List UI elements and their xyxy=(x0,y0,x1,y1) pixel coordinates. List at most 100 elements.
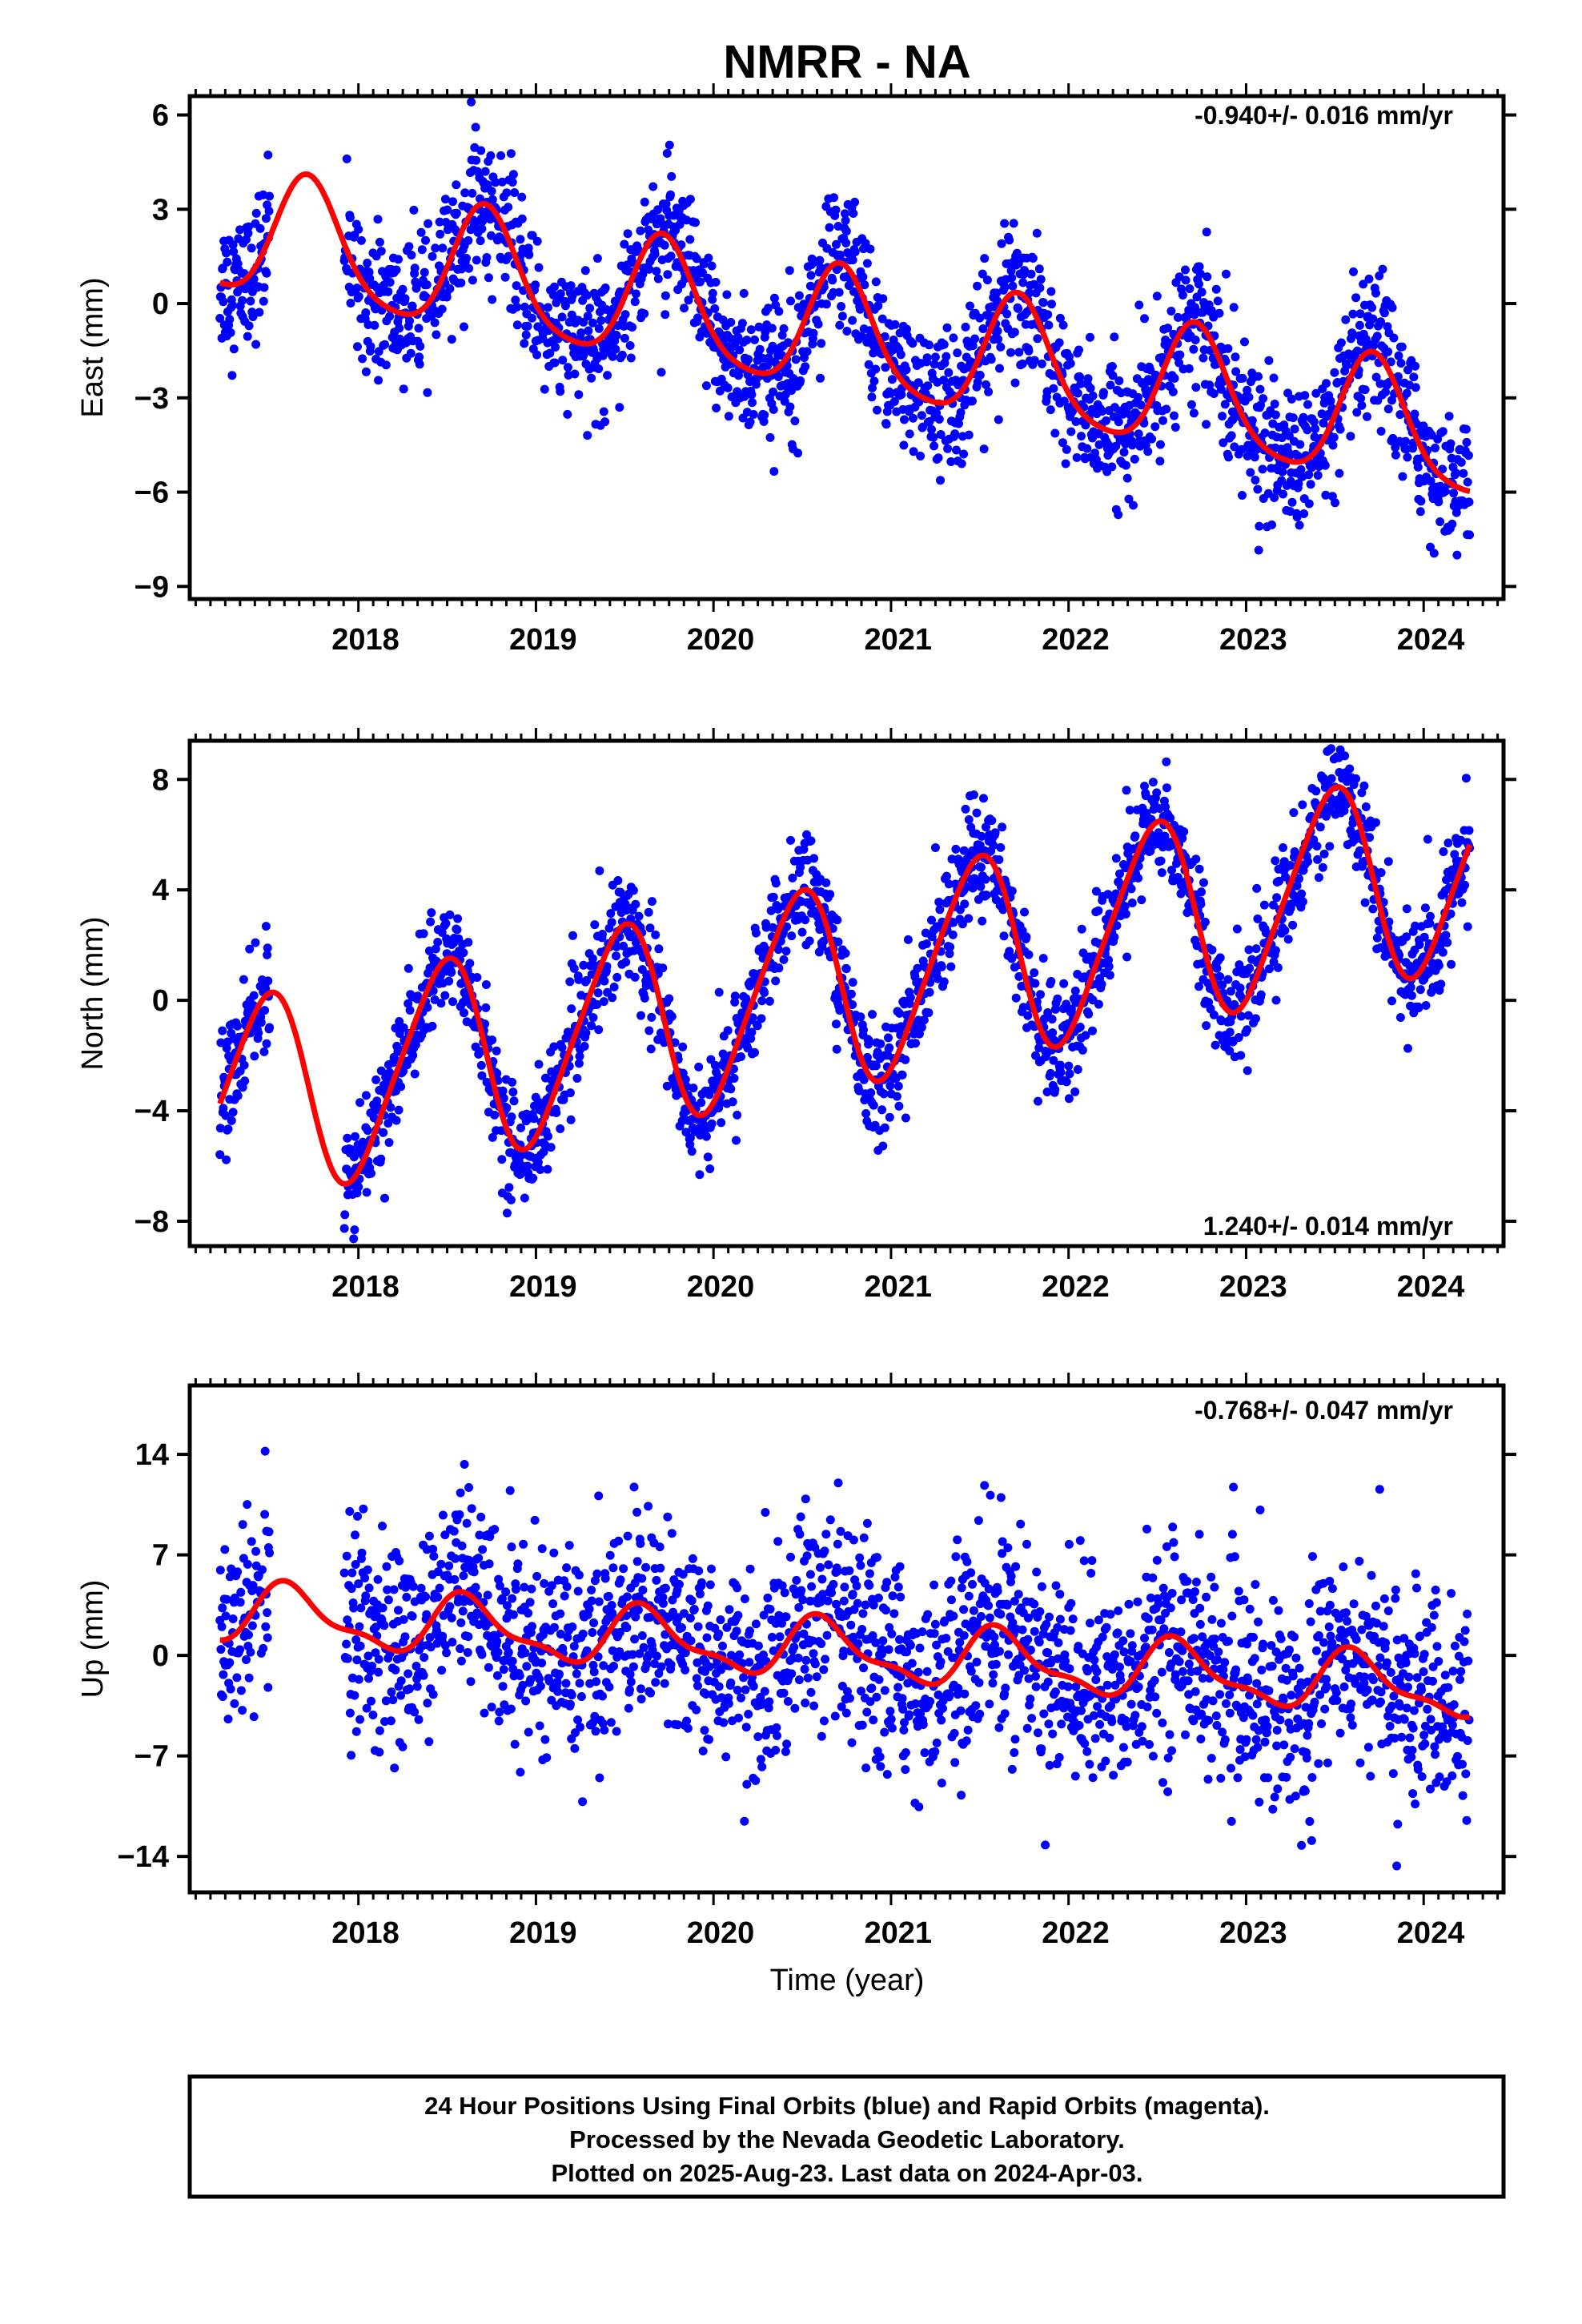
data-point xyxy=(949,333,958,343)
data-point xyxy=(1271,946,1280,955)
data-point xyxy=(1025,288,1034,298)
data-point xyxy=(395,324,404,333)
data-point xyxy=(1304,470,1314,480)
data-point xyxy=(502,1103,512,1112)
data-point xyxy=(416,341,425,351)
data-point xyxy=(1260,428,1270,438)
data-point xyxy=(1255,521,1264,531)
data-point xyxy=(371,1075,381,1084)
data-point xyxy=(859,1025,868,1035)
data-point xyxy=(939,340,949,349)
data-point xyxy=(999,931,1009,941)
data-point xyxy=(1434,497,1443,507)
data-point xyxy=(708,288,717,298)
data-point xyxy=(1309,417,1319,427)
data-point xyxy=(228,240,238,250)
data-point xyxy=(1256,990,1266,999)
data-point xyxy=(832,239,841,249)
data-point xyxy=(438,243,448,253)
data-point xyxy=(560,301,570,311)
data-point xyxy=(651,930,661,939)
data-point xyxy=(235,1598,245,1607)
data-point xyxy=(797,927,807,937)
data-point xyxy=(1355,309,1365,319)
data-point xyxy=(780,396,789,406)
data-point xyxy=(464,938,473,947)
data-point xyxy=(806,271,816,280)
data-point xyxy=(990,828,1000,838)
data-point xyxy=(1121,909,1130,919)
data-point xyxy=(767,324,777,333)
data-point xyxy=(456,1488,465,1498)
data-point xyxy=(1114,417,1123,427)
data-point xyxy=(490,1110,500,1120)
data-point xyxy=(354,1675,363,1684)
data-point xyxy=(816,373,825,383)
data-point xyxy=(228,1108,238,1117)
data-point xyxy=(1008,281,1018,291)
data-point xyxy=(243,1500,252,1510)
data-point xyxy=(435,1583,444,1593)
data-point xyxy=(222,1594,231,1604)
data-point xyxy=(968,396,977,406)
data-point xyxy=(1088,391,1098,400)
data-point xyxy=(244,321,254,331)
data-point xyxy=(1231,367,1241,376)
data-point xyxy=(979,794,988,803)
data-point xyxy=(640,309,649,319)
data-point xyxy=(565,1088,575,1098)
data-point xyxy=(264,207,274,216)
data-point xyxy=(379,1128,388,1137)
data-point xyxy=(1243,1011,1253,1020)
data-point xyxy=(240,1076,250,1086)
data-point xyxy=(625,932,635,942)
data-point xyxy=(1082,444,1092,453)
data-point xyxy=(805,936,814,946)
data-point xyxy=(351,1530,359,1540)
data-point xyxy=(498,1086,508,1096)
data-point xyxy=(594,324,604,333)
data-point xyxy=(598,930,607,939)
data-point xyxy=(984,387,994,396)
data-point xyxy=(215,1150,225,1160)
data-point xyxy=(934,897,944,907)
data-point xyxy=(623,229,632,239)
data-point xyxy=(981,875,990,884)
data-point xyxy=(946,943,955,951)
data-point xyxy=(1107,462,1117,472)
data-point xyxy=(880,1123,889,1132)
data-point xyxy=(1322,379,1331,388)
data-point xyxy=(592,254,602,263)
data-point xyxy=(1391,450,1400,460)
data-point xyxy=(1012,248,1022,258)
data-point xyxy=(828,275,837,285)
data-point xyxy=(404,242,414,251)
data-point xyxy=(1416,497,1426,506)
data-point xyxy=(749,410,758,419)
data-point xyxy=(588,1013,598,1023)
data-point xyxy=(263,943,272,953)
data-point xyxy=(435,217,444,227)
data-point xyxy=(476,146,486,155)
data-point xyxy=(1420,903,1430,913)
data-point xyxy=(379,1621,389,1630)
data-point xyxy=(1415,985,1425,995)
data-point xyxy=(1225,1027,1235,1037)
data-point xyxy=(504,251,513,261)
data-point xyxy=(1064,1094,1074,1104)
data-point xyxy=(1136,400,1146,410)
data-point xyxy=(961,804,970,814)
data-point xyxy=(405,316,414,326)
data-point xyxy=(608,352,617,361)
data-point xyxy=(402,1592,412,1602)
data-point xyxy=(383,1595,393,1605)
data-point xyxy=(868,383,877,392)
data-point xyxy=(914,397,924,407)
data-point xyxy=(358,354,367,364)
data-point xyxy=(1342,360,1351,370)
data-point xyxy=(924,1008,934,1018)
data-point xyxy=(699,259,709,269)
data-point xyxy=(482,253,492,262)
data-point xyxy=(1461,774,1471,783)
